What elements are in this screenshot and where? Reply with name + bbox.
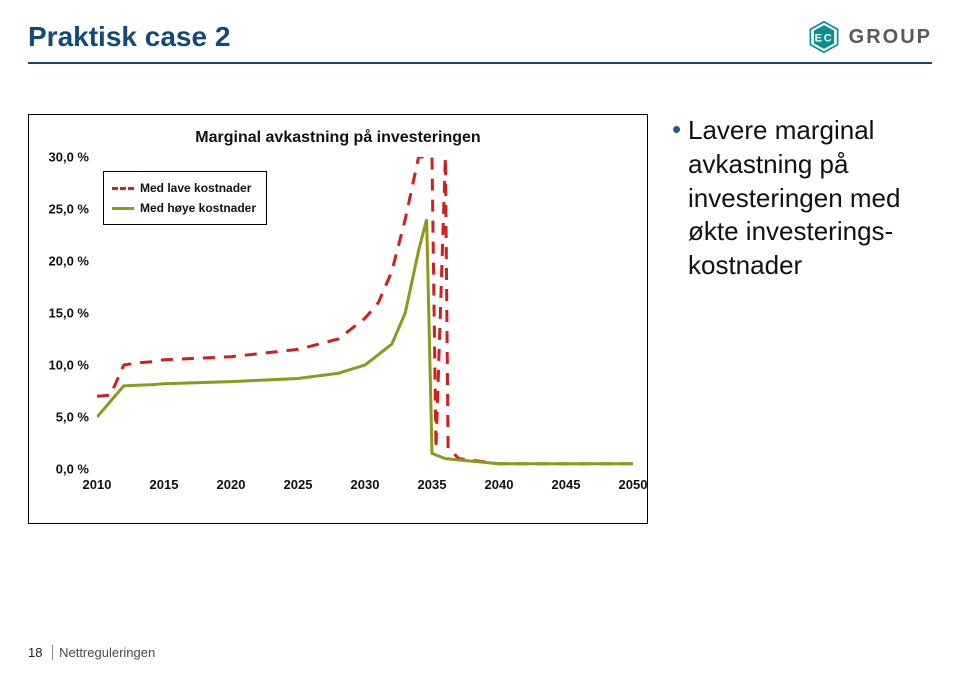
page-number: 18 [28,645,42,660]
x-tick: 2040 [485,477,514,492]
y-tick: 0,0 % [37,462,89,477]
y-tick: 30,0 % [37,150,89,165]
logo-text: GROUP [849,26,932,49]
content-row: Marginal avkastning på investeringen Med… [28,114,932,524]
x-tick: 2020 [217,477,246,492]
brand-logo: EC GROUP [807,20,932,54]
page-title: Praktisk case 2 [28,21,230,53]
series-line [97,157,633,464]
y-tick: 10,0 % [37,358,89,373]
footer: 18 Nettreguleringen [28,645,155,660]
y-tick: 25,0 % [37,202,89,217]
y-tick: 15,0 % [37,306,89,321]
chart-body: 5,0 %10,0 %15,0 %20,0 %25,0 %30,0 %0,0 %… [37,157,639,497]
x-tick: 2045 [552,477,581,492]
x-tick: 2015 [150,477,179,492]
svg-text:EC: EC [814,32,833,44]
footer-separator [52,645,53,660]
y-tick: 20,0 % [37,254,89,269]
chart-container: Marginal avkastning på investeringen Med… [28,114,648,524]
bullet-text: Lavere marginal avkastning på investerin… [688,114,932,283]
bullet-item: •Lavere marginal avkastning på investeri… [672,114,932,283]
bullet-list: •Lavere marginal avkastning på investeri… [672,114,932,524]
logo-hex-icon: EC [807,20,841,54]
x-tick: 2050 [619,477,648,492]
x-tick: 2035 [418,477,447,492]
slide-page: Praktisk case 2 EC GROUP Marginal avkast… [0,0,960,678]
series-line [97,219,633,463]
bullet-dot-icon: • [672,114,688,283]
x-tick: 2010 [83,477,112,492]
footer-label: Nettreguleringen [59,645,155,660]
chart-title: Marginal avkastning på investeringen [37,129,639,147]
x-axis: 201020152020202520302035204020452050 [97,473,633,497]
x-tick: 2025 [284,477,313,492]
header: Praktisk case 2 EC GROUP [28,20,932,64]
plot-area [97,157,633,469]
y-axis: 5,0 %10,0 %15,0 %20,0 %25,0 %30,0 %0,0 % [37,157,93,469]
y-tick: 5,0 % [37,410,89,425]
x-tick: 2030 [351,477,380,492]
